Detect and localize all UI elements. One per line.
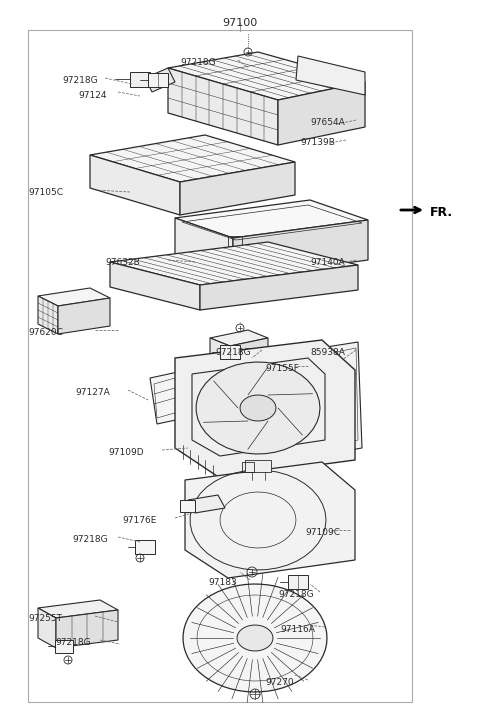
Polygon shape (278, 82, 365, 145)
Text: 97155F: 97155F (265, 364, 299, 373)
Polygon shape (90, 155, 180, 215)
Polygon shape (168, 52, 365, 100)
Polygon shape (240, 395, 276, 421)
Polygon shape (183, 584, 327, 692)
Text: 97218G: 97218G (62, 76, 97, 85)
Text: 97183: 97183 (208, 578, 237, 587)
Polygon shape (175, 218, 233, 278)
Text: 97105C: 97105C (28, 188, 63, 197)
Polygon shape (188, 495, 225, 513)
Polygon shape (210, 338, 230, 368)
Polygon shape (150, 372, 185, 424)
Polygon shape (38, 608, 56, 648)
Polygon shape (90, 135, 295, 182)
Bar (245, 460, 271, 472)
Text: 97116A: 97116A (280, 625, 315, 634)
Text: 97632B: 97632B (105, 258, 140, 267)
Text: FR.: FR. (430, 206, 453, 219)
Polygon shape (185, 462, 355, 578)
Polygon shape (230, 338, 268, 368)
Text: 97139B: 97139B (300, 138, 335, 147)
Bar (288, 575, 308, 589)
Bar (135, 540, 155, 554)
Text: 97109D: 97109D (108, 448, 144, 457)
Text: 97140A: 97140A (310, 258, 345, 267)
Text: 97654A: 97654A (310, 118, 345, 127)
Text: 97176E: 97176E (122, 516, 156, 525)
Text: 97255T: 97255T (28, 614, 62, 623)
Text: 97270: 97270 (265, 678, 294, 687)
Polygon shape (175, 340, 355, 478)
Text: 97620C: 97620C (28, 328, 63, 337)
Polygon shape (320, 342, 362, 455)
Polygon shape (58, 298, 110, 334)
Polygon shape (196, 362, 320, 454)
Bar (55, 640, 73, 653)
Polygon shape (175, 200, 368, 238)
Text: 97218G: 97218G (180, 58, 216, 67)
Text: 97218G: 97218G (278, 590, 313, 599)
Polygon shape (110, 262, 200, 310)
Polygon shape (210, 330, 268, 346)
Polygon shape (38, 600, 118, 618)
Bar (220, 345, 240, 359)
Bar (242, 462, 254, 472)
Polygon shape (180, 162, 295, 215)
Bar (148, 73, 168, 87)
Polygon shape (237, 625, 273, 651)
Polygon shape (56, 610, 118, 648)
Text: 97100: 97100 (222, 18, 258, 28)
Polygon shape (233, 220, 368, 278)
Text: 97218G: 97218G (215, 348, 251, 357)
Text: 97127A: 97127A (75, 388, 110, 397)
Bar (130, 72, 150, 87)
Text: 97124: 97124 (78, 91, 107, 100)
Polygon shape (38, 296, 58, 334)
Bar (228, 236, 242, 246)
Bar (180, 500, 195, 512)
Polygon shape (296, 56, 365, 95)
Text: 97109C: 97109C (305, 528, 340, 537)
Polygon shape (200, 265, 358, 310)
Text: 97218G: 97218G (55, 638, 91, 647)
Polygon shape (38, 288, 110, 306)
Bar (28, 30, 412, 702)
Text: 85938A: 85938A (310, 348, 345, 357)
Polygon shape (110, 242, 358, 285)
Polygon shape (145, 68, 175, 92)
Polygon shape (168, 68, 278, 145)
Text: 97218G: 97218G (72, 535, 108, 544)
